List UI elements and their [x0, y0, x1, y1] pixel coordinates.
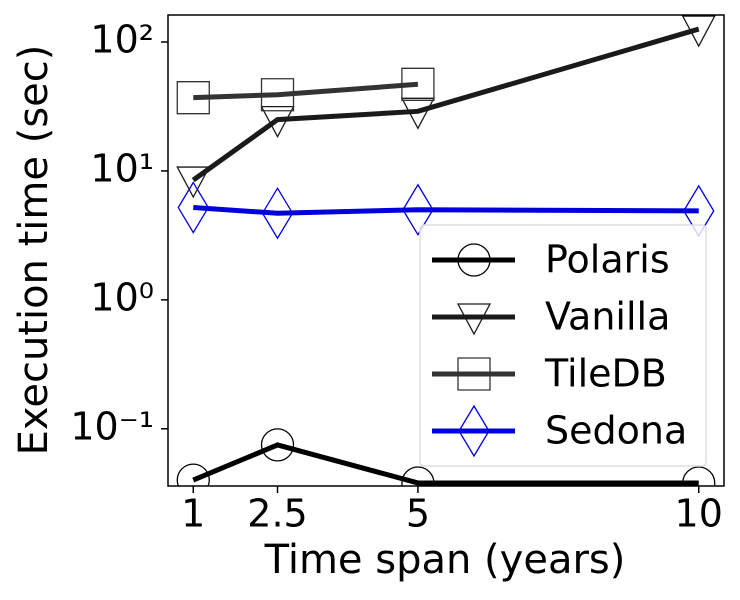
data-point	[401, 67, 435, 101]
y-tick-label: 10⁻¹	[70, 404, 154, 448]
legend-box	[419, 224, 707, 467]
legend-marker	[457, 243, 491, 277]
x-tick-label: 1	[181, 492, 205, 536]
y-tick-label: 10¹	[90, 146, 154, 190]
data-point	[260, 105, 295, 139]
data-point	[682, 466, 716, 486]
data-point	[176, 463, 210, 486]
plot-frame	[167, 14, 725, 487]
legend-label: TileDB	[544, 352, 667, 396]
x-tick-label: 2.5	[247, 492, 307, 536]
plot-area	[176, 15, 716, 486]
series-line	[192, 442, 699, 486]
data-point	[177, 181, 210, 234]
data-point	[261, 186, 294, 240]
series-line	[193, 81, 419, 101]
x-tick-label: 5	[406, 492, 430, 536]
legend-marker	[458, 404, 490, 458]
legend-marker	[457, 357, 491, 391]
legend-label: Polaris	[545, 238, 670, 282]
legend-marker	[456, 303, 492, 336]
x-axis-label: Time span (years)	[264, 537, 626, 583]
data-point	[260, 428, 295, 462]
y-axis-label: Execution time (sec)	[11, 45, 57, 456]
series-line	[191, 26, 700, 183]
x-tick-label: 10	[675, 492, 723, 536]
data-point	[176, 166, 211, 199]
data-point	[402, 183, 434, 237]
legend-label: Sedona	[545, 409, 687, 453]
y-tick-label: 10⁰	[90, 275, 154, 319]
data-point	[401, 466, 435, 486]
data-point	[400, 97, 436, 130]
data-point	[681, 15, 716, 48]
series-line	[193, 205, 699, 216]
data-point	[176, 81, 210, 115]
y-tick-label: 10²	[90, 18, 154, 62]
legend-label: Vanilla	[545, 295, 670, 339]
data-point	[260, 78, 295, 112]
